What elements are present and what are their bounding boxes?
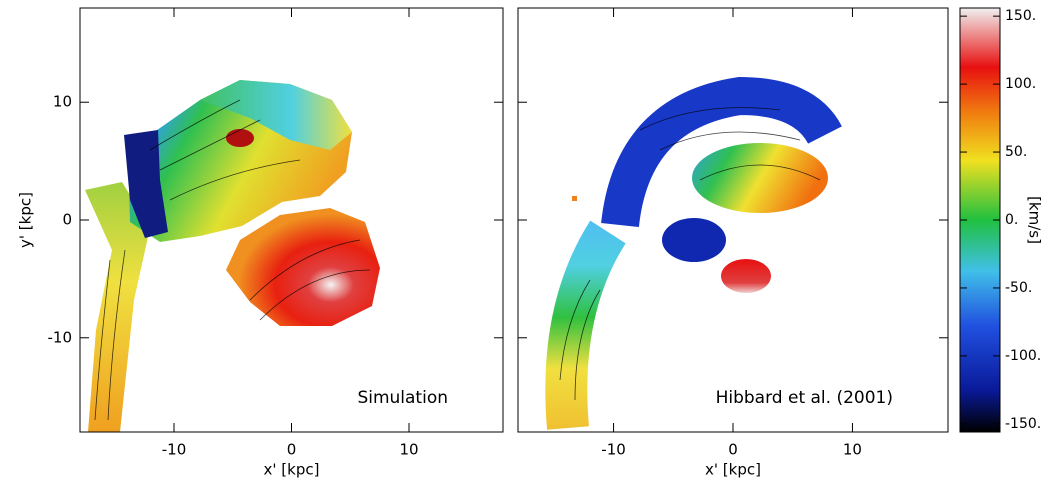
velocity-map <box>85 80 380 432</box>
annotation: Hibbard et al. (2001) <box>716 388 893 408</box>
x-tick-label: -10 <box>601 441 626 459</box>
annotation: Simulation <box>357 388 448 408</box>
x-tick-label: 10 <box>399 441 418 459</box>
colorbar-tick-label: 50. <box>1005 144 1027 160</box>
colorbar-tick-label: 0. <box>1005 212 1018 228</box>
x-tick-label: -10 <box>162 441 187 459</box>
x-tick-label: 0 <box>728 441 738 459</box>
x-tick-label: 0 <box>287 441 297 459</box>
x-tick-label: 10 <box>843 441 862 459</box>
colorbar-label: [km/s] <box>1026 196 1044 244</box>
colorbar-tick-label: 100. <box>1005 76 1036 92</box>
colorbar-tick-label: -50. <box>1005 280 1032 296</box>
y-tick-label: 10 <box>53 93 72 111</box>
y-tick-label: 0 <box>62 211 72 229</box>
colorbar-tick-label: -150. <box>1005 416 1041 432</box>
y-axis-label: y' [kpc] <box>17 192 35 248</box>
x-axis-label: x' [kpc] <box>264 461 320 479</box>
colorbar-tick-label: 150. <box>1005 8 1036 24</box>
x-axis-label: x' [kpc] <box>705 461 761 479</box>
y-tick-label: -10 <box>48 328 73 346</box>
colorbar-tick-label: -100. <box>1005 348 1041 364</box>
velocity-map <box>545 76 842 430</box>
